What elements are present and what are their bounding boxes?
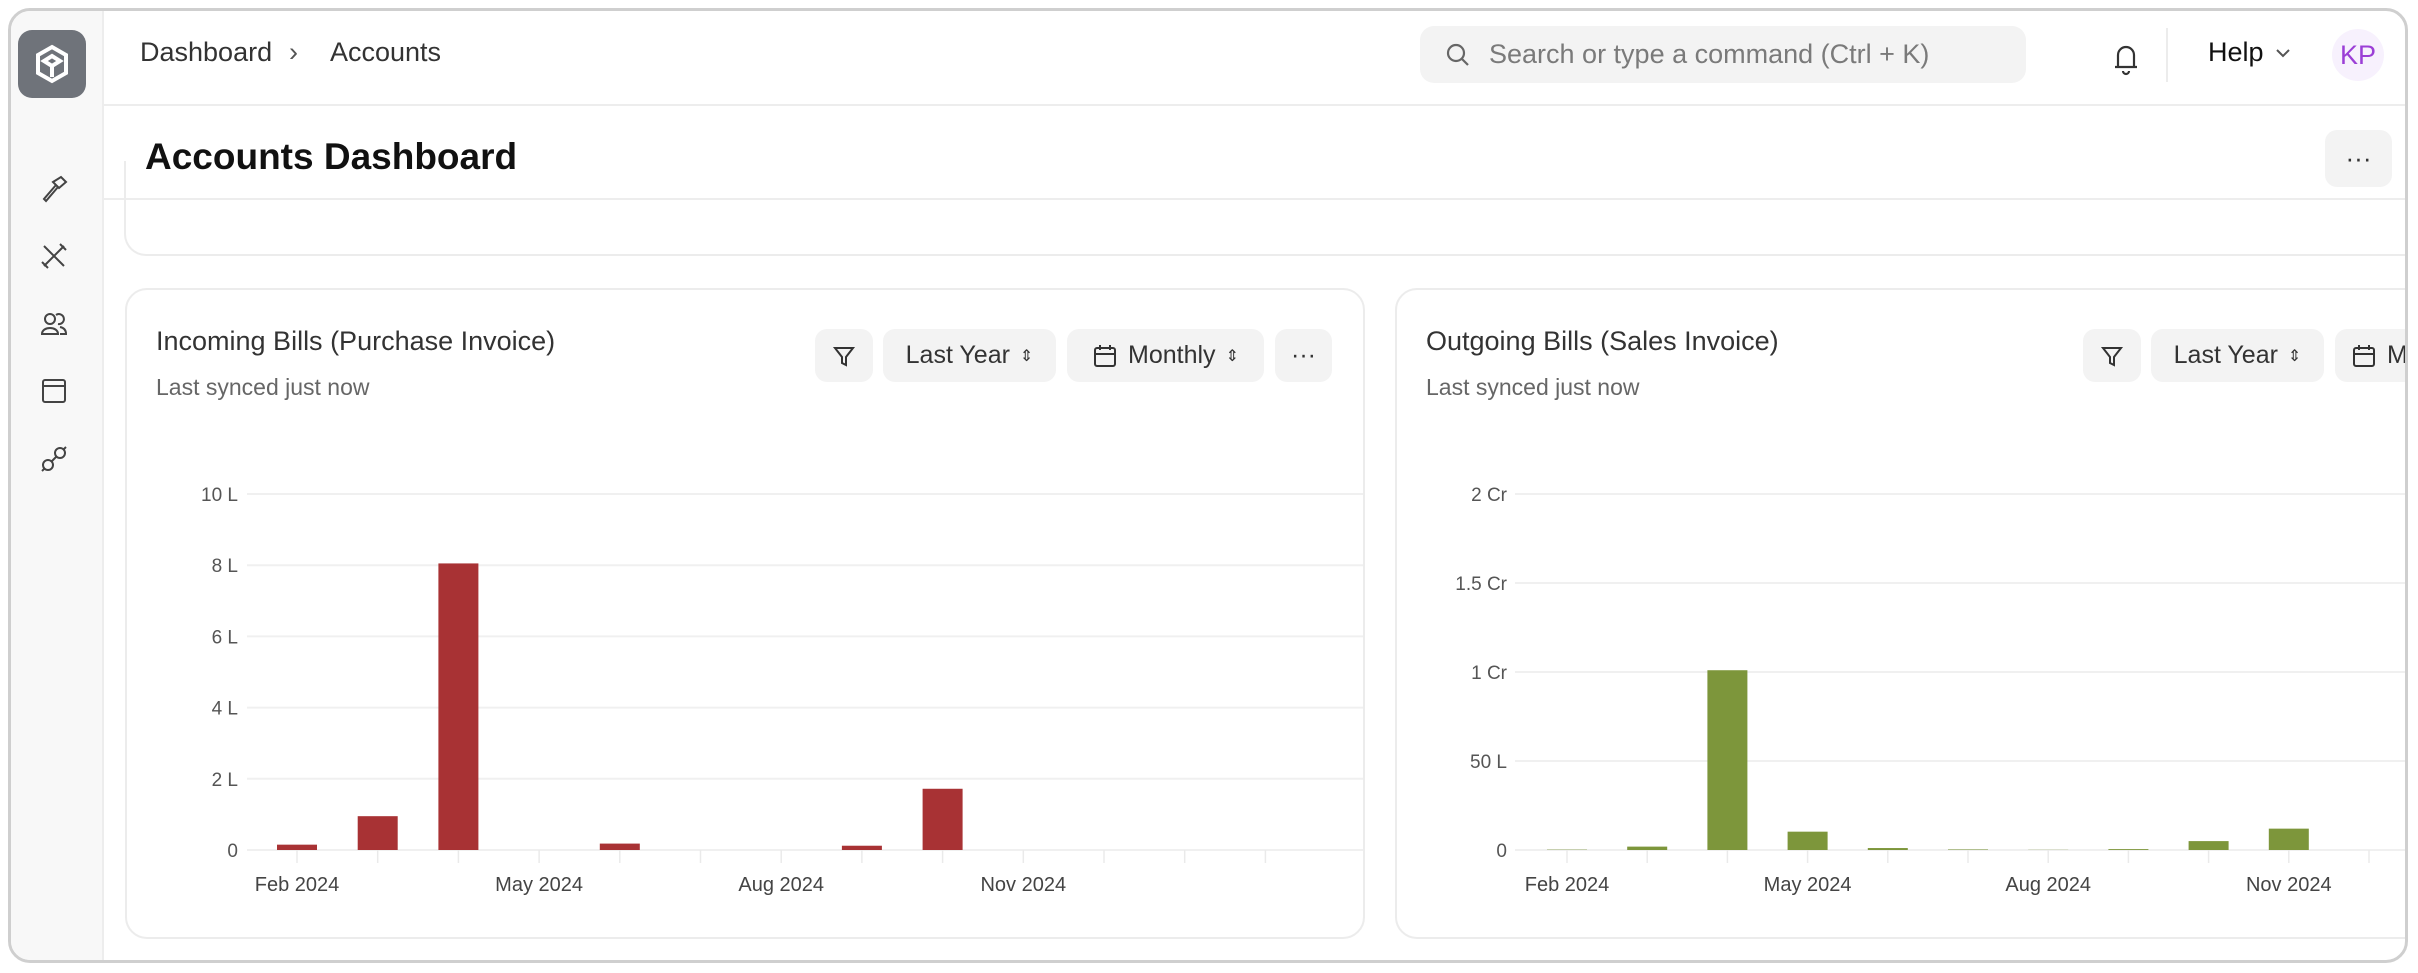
app-logo[interactable]: [18, 30, 86, 98]
period-label: Last Year: [2173, 341, 2278, 369]
bar-oct-2024: [2188, 841, 2229, 850]
divider: [2166, 28, 2168, 82]
select-arrows-icon: ⇕: [1019, 347, 1034, 365]
x-tick-label: Aug 2024: [738, 874, 824, 896]
x-tick-label: May 2024: [1764, 874, 1852, 896]
bar-sep-2024: [841, 845, 882, 850]
y-tick-label: 2 L: [212, 770, 238, 791]
plug-icon[interactable]: [36, 441, 72, 477]
card-subtitle: Last synced just now: [1426, 374, 1640, 400]
search-placeholder: Search or type a command (Ctrl + K): [1489, 39, 1930, 69]
bar-jun-2024: [1867, 848, 1908, 850]
bar-nov-2024: [2268, 828, 2309, 850]
y-tick-label: 6 L: [212, 627, 238, 648]
x-tick-label: May 2024: [495, 874, 583, 896]
bar-chart-incoming-bills: 0 2 L 4 L 6 L 8 L 10 L Feb 2024 May 2024 Aug 202…: [201, 485, 1363, 896]
period-select[interactable]: Last Year ⇕: [2151, 329, 2324, 382]
x-tick-label: Aug 2024: [2005, 874, 2091, 896]
filter-icon: [832, 346, 856, 367]
calendar-icon: [2353, 344, 2375, 367]
card-subtitle: Last synced just now: [156, 374, 370, 400]
topbar: Dashboard › Accounts Search or type a co…: [104, 11, 2405, 106]
ellipsis-icon: ···: [2345, 143, 2372, 173]
y-tick-label: 0: [1496, 841, 1507, 862]
bar-apr-2024: [438, 563, 479, 850]
help-menu[interactable]: Help: [2208, 37, 2292, 68]
x-tick-label: Nov 2024: [2246, 874, 2332, 896]
select-arrows-icon: ⇕: [2287, 347, 2302, 365]
interval-label: Monthly: [1128, 341, 1216, 369]
y-tick-label: 50 L: [1470, 752, 1507, 773]
y-tick-label: 1.5 Cr: [1455, 574, 1507, 595]
bar-jun-2024: [599, 843, 640, 850]
interval-select[interactable]: M: [2335, 329, 2408, 382]
breadcrumb-accounts[interactable]: Accounts: [330, 37, 442, 67]
y-tick-label: 1 Cr: [1471, 663, 1508, 684]
bar-jul-2024: [1948, 849, 1988, 850]
period-select[interactable]: Last Year ⇕: [883, 329, 1056, 382]
card-more-button[interactable]: ···: [1275, 329, 1332, 382]
filter-icon: [2100, 346, 2124, 367]
ellipsis-icon: ···: [1291, 341, 1316, 369]
y-tick-label: 10 L: [201, 485, 238, 506]
bar-feb-2024: [277, 844, 317, 850]
y-tick-label: 0: [227, 841, 238, 862]
card-title: Incoming Bills (Purchase Invoice): [156, 326, 556, 356]
y-tick-label: 4 L: [212, 699, 238, 720]
select-arrows-icon: ⇕: [1225, 347, 1239, 365]
x-tick-label: Nov 2024: [980, 874, 1066, 896]
card-title: Outgoing Bills (Sales Invoice): [1426, 326, 1779, 356]
chevron-right-icon: ›: [289, 37, 298, 67]
search-icon: [1446, 43, 1469, 66]
search-input[interactable]: Search or type a command (Ctrl + K): [1420, 26, 2026, 83]
period-label: Last Year: [905, 341, 1010, 369]
chart-card-outgoing-bills: Outgoing Bills (Sales Invoice) Last sync…: [1395, 288, 2408, 939]
x-tick-label: Feb 2024: [255, 874, 340, 896]
y-tick-label: 2 Cr: [1471, 485, 1508, 506]
breadcrumb-dashboard[interactable]: Dashboard: [140, 37, 273, 67]
bar-apr-2024: [1707, 670, 1748, 850]
previous-card: [124, 161, 2405, 256]
bar-mar-2024: [1627, 846, 1668, 850]
calendar-icon: [1094, 344, 1117, 367]
filter-button[interactable]: [2083, 329, 2141, 382]
cube-logo-icon: [36, 44, 68, 84]
browser-window-icon[interactable]: [36, 373, 72, 409]
y-tick-label: 8 L: [212, 556, 238, 577]
filter-button[interactable]: [815, 329, 873, 382]
x-tick-label: Feb 2024: [1525, 874, 1610, 896]
users-icon[interactable]: [36, 306, 72, 342]
avatar[interactable]: KP: [2332, 29, 2384, 81]
interval-select[interactable]: Monthly ⇕: [1067, 329, 1264, 382]
hammer-icon[interactable]: [36, 171, 72, 207]
sidebar: [11, 11, 104, 960]
bar-sep-2024: [2108, 849, 2149, 850]
page-header: Accounts Dashboard ···: [104, 106, 2405, 200]
app-window: Dashboard › Accounts Search or type a co…: [8, 8, 2408, 963]
chevron-down-icon: [2275, 48, 2290, 57]
interval-label: M: [2387, 341, 2408, 369]
bar-mar-2024: [357, 816, 398, 850]
more-options-button[interactable]: ···: [2325, 130, 2392, 187]
bar-may-2024: [1787, 831, 1828, 850]
bar-oct-2024: [922, 788, 963, 850]
help-label: Help: [2208, 37, 2264, 67]
chart-card-incoming-bills: Incoming Bills (Purchase Invoice) Last s…: [125, 288, 1365, 939]
bar-chart-outgoing-bills: 0 50 L 1 Cr 1.5 Cr 2 Cr Feb 2024 May 2024 Aug 2…: [1455, 485, 2405, 896]
bell-icon[interactable]: [2111, 41, 2141, 82]
page-title: Accounts Dashboard: [145, 136, 518, 177]
tools-icon[interactable]: [36, 238, 72, 274]
